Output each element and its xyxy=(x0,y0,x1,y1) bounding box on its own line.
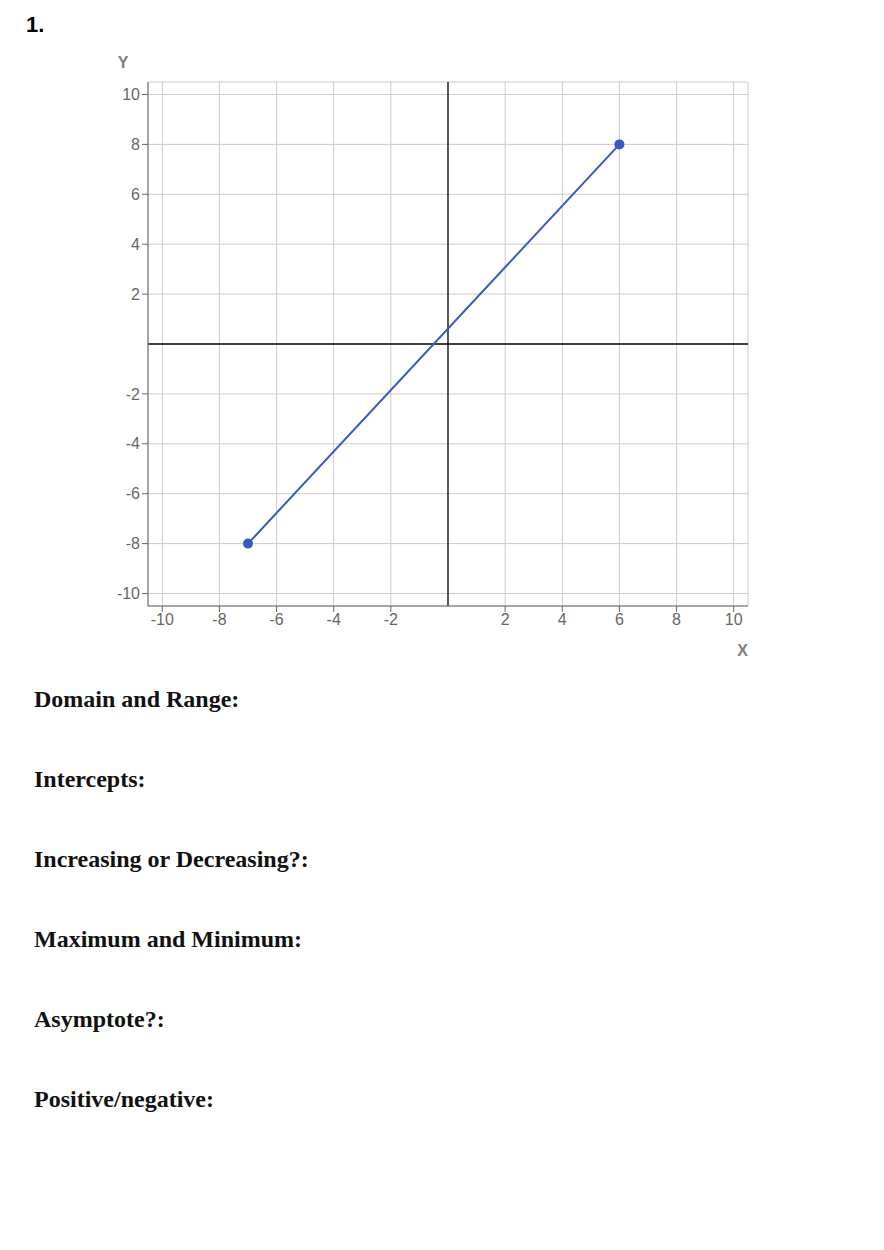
svg-text:Y: Y xyxy=(118,54,129,71)
svg-text:10: 10 xyxy=(122,86,140,103)
svg-text:-6: -6 xyxy=(126,485,140,502)
svg-text:6: 6 xyxy=(615,611,624,628)
svg-text:-4: -4 xyxy=(126,435,140,452)
svg-text:8: 8 xyxy=(131,136,140,153)
svg-text:4: 4 xyxy=(131,236,140,253)
html-text:Positive/negative:: Positive/negative: xyxy=(34,1086,214,1112)
html-text:Domain and Range:: Domain and Range: xyxy=(34,686,240,712)
svg-text:2: 2 xyxy=(131,286,140,303)
svg-text:-2: -2 xyxy=(384,611,398,628)
svg-text:-10: -10 xyxy=(117,585,140,602)
svg-text:4: 4 xyxy=(558,611,567,628)
svg-text:X: X xyxy=(737,642,748,659)
html-text:Maximum and Minimum:: Maximum and Minimum: xyxy=(34,926,302,952)
html-text:Increasing or Decreasing?:: Increasing or Decreasing?: xyxy=(34,846,309,872)
svg-text:-10: -10 xyxy=(151,611,174,628)
svg-text:-4: -4 xyxy=(327,611,341,628)
html-text:Intercepts:: Intercepts: xyxy=(34,766,146,792)
html-text:Asymptote?:: Asymptote?: xyxy=(34,1006,165,1032)
svg-text:-2: -2 xyxy=(126,386,140,403)
svg-text:8: 8 xyxy=(672,611,681,628)
svg-text:-8: -8 xyxy=(126,535,140,552)
svg-text:-8: -8 xyxy=(212,611,226,628)
svg-text:10: 10 xyxy=(725,611,743,628)
html-text:1.: 1. xyxy=(26,12,45,37)
svg-text:6: 6 xyxy=(131,186,140,203)
svg-text:-6: -6 xyxy=(269,611,283,628)
svg-text:2: 2 xyxy=(501,611,510,628)
